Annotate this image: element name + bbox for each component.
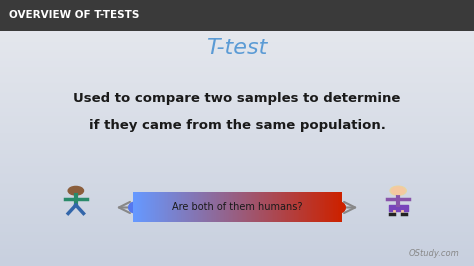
Text: OStudy.com: OStudy.com (409, 249, 460, 258)
Circle shape (68, 186, 83, 195)
Circle shape (392, 187, 405, 194)
Text: T-test: T-test (206, 38, 268, 58)
Text: Used to compare two samples to determine: Used to compare two samples to determine (73, 92, 401, 105)
Text: if they came from the same population.: if they came from the same population. (89, 119, 385, 131)
Text: Are both of them humans?: Are both of them humans? (172, 202, 302, 213)
Text: OVERVIEW OF T-TESTS: OVERVIEW OF T-TESTS (9, 10, 140, 20)
Circle shape (390, 186, 406, 195)
FancyBboxPatch shape (0, 0, 474, 31)
